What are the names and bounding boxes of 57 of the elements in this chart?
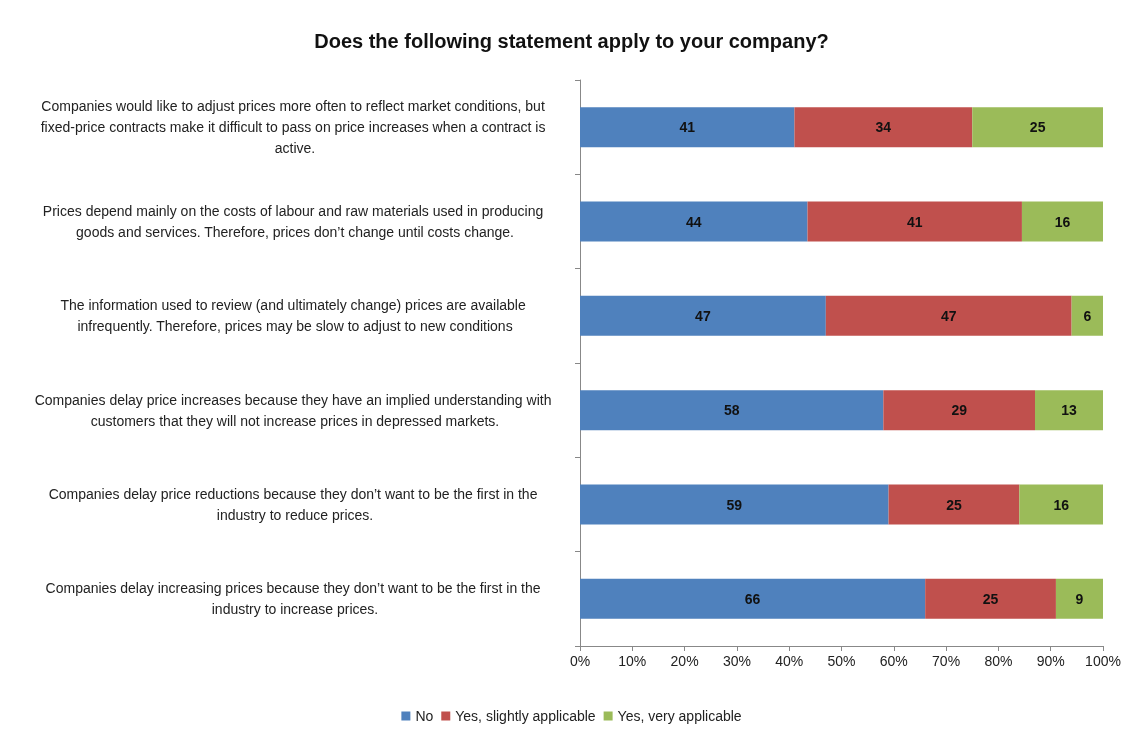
y-tick-label: Companies delay price increases because they have an implied understanding with customers that they will not increase prices in depressed markets. bbox=[34, 391, 556, 429]
x-tick-label: 100% bbox=[1085, 653, 1121, 669]
y-tick-label: Companies delay price reductions because they don’t want to be the first in the industry to reduce prices. bbox=[48, 486, 542, 523]
data-label: 25 bbox=[1029, 119, 1046, 136]
bar bbox=[807, 201, 1022, 242]
bar bbox=[580, 201, 808, 242]
data-label: 44 bbox=[685, 213, 702, 230]
x-tick-label: 60% bbox=[879, 653, 908, 669]
y-tick-label: The information used to review (and ultimately change) prices are available infrequently. Therefore, prices may be slow to adjust to new conditions bbox=[60, 297, 530, 335]
data-label: 47 bbox=[695, 307, 711, 324]
legend-label: Yes, very applicable bbox=[617, 708, 742, 724]
data-label: 34 bbox=[875, 119, 892, 136]
data-label: 6 bbox=[1083, 307, 1092, 324]
data-label: 13 bbox=[1061, 402, 1077, 419]
bar bbox=[1019, 484, 1103, 525]
bar bbox=[580, 578, 926, 619]
x-tick-label: 50% bbox=[827, 653, 856, 669]
x-tick-label: 70% bbox=[932, 653, 961, 669]
data-label: 9 bbox=[1075, 590, 1084, 607]
x-tick-label: 10% bbox=[618, 653, 647, 669]
y-tick-label: Prices depend mainly on the costs of labour and raw materials used in producing goods and services. Therefore, prices don’t change until costs change. bbox=[42, 203, 548, 240]
bar bbox=[1021, 201, 1103, 242]
bar bbox=[580, 107, 795, 148]
data-label: 16 bbox=[1053, 496, 1070, 513]
data-label: 58 bbox=[723, 402, 740, 419]
bar bbox=[580, 484, 889, 525]
bar bbox=[883, 390, 1036, 431]
x-tick-label: 40% bbox=[775, 653, 804, 669]
legend-label: No bbox=[415, 708, 434, 724]
data-label: 25 bbox=[982, 590, 999, 607]
data-label: 29 bbox=[951, 402, 968, 419]
bar bbox=[972, 107, 1103, 148]
bar bbox=[794, 107, 973, 148]
bar bbox=[580, 295, 826, 336]
x-tick-label: 80% bbox=[984, 653, 1013, 669]
bar bbox=[1035, 390, 1103, 431]
bar bbox=[925, 578, 1056, 619]
x-tick-label: 0% bbox=[569, 653, 591, 669]
x-tick-label: 30% bbox=[722, 653, 751, 669]
data-label: 66 bbox=[744, 590, 761, 607]
data-label: 59 bbox=[726, 496, 743, 513]
data-label: 41 bbox=[679, 119, 696, 136]
chart-title: Does the following statement apply to your company? bbox=[314, 30, 829, 52]
legend-label: Yes, slightly applicable bbox=[455, 708, 596, 724]
bar bbox=[1055, 578, 1103, 619]
y-tick-label: Companies delay increasing prices because they don’t want to be the first in the industry to increase prices. bbox=[45, 580, 545, 618]
x-tick-label: 90% bbox=[1036, 653, 1065, 669]
bar bbox=[580, 390, 884, 431]
x-tick-label: 20% bbox=[670, 653, 699, 669]
data-label: 47 bbox=[940, 307, 957, 324]
data-label: 16 bbox=[1054, 213, 1071, 230]
y-tick-label: Companies would like to adjust prices more often to reflect market conditions, but fixed-price contracts make it difficult to pass on price increases when a contract is active. bbox=[40, 98, 550, 157]
bar bbox=[825, 295, 1072, 336]
data-label: 41 bbox=[906, 213, 923, 230]
bar bbox=[1071, 295, 1103, 336]
data-label: 25 bbox=[946, 496, 962, 513]
bar bbox=[888, 484, 1020, 525]
